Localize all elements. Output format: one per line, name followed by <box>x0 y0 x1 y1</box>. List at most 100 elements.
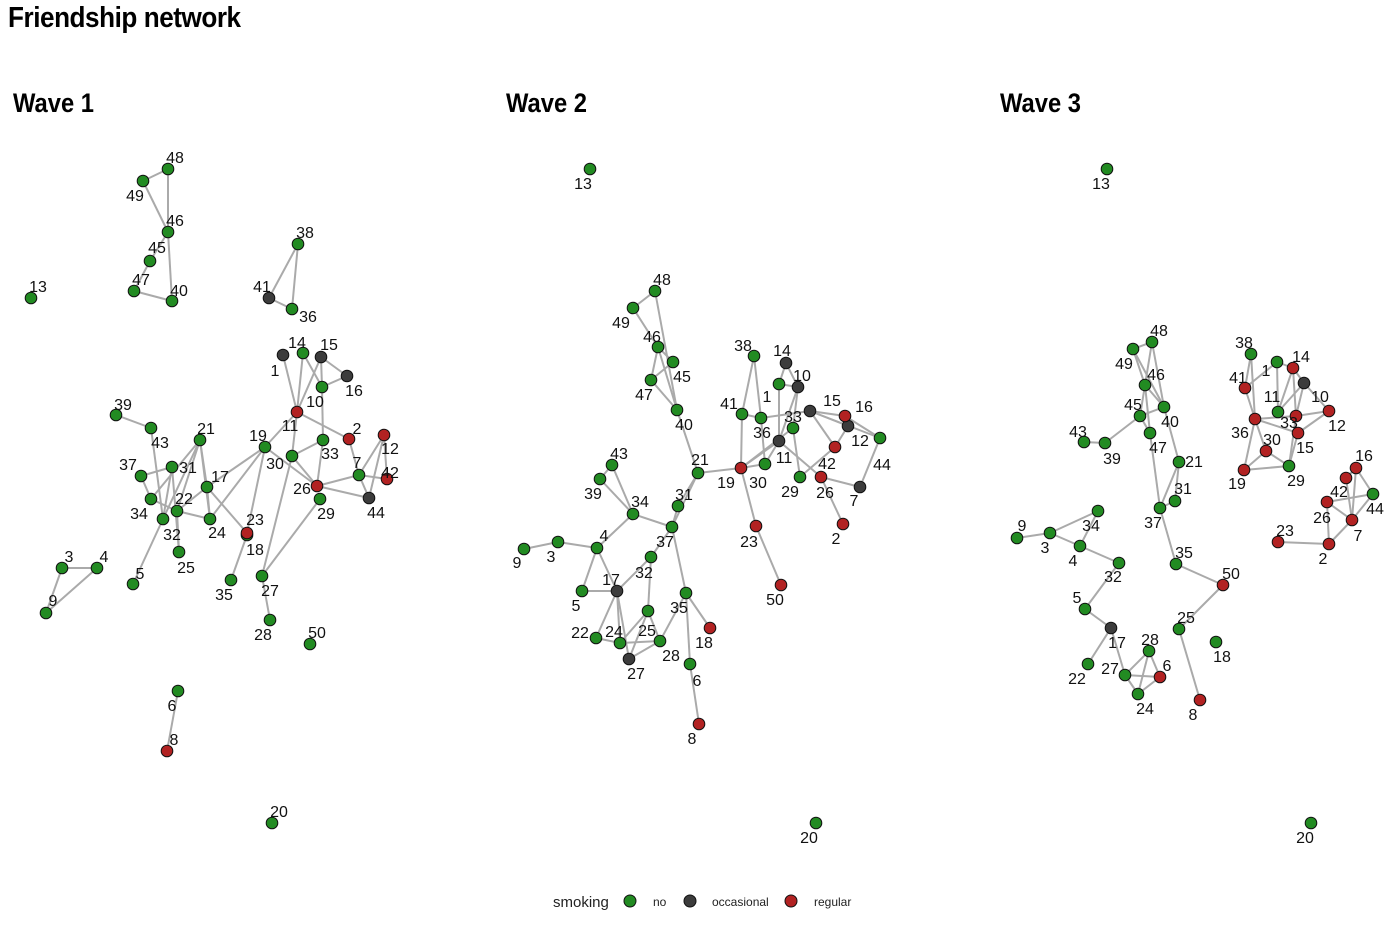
node-label-25: 25 <box>1177 610 1195 627</box>
edge-4-5 <box>581 547 598 592</box>
edge-1-11 <box>1276 361 1279 413</box>
edge-4-32 <box>1079 545 1120 564</box>
edge-35-50 <box>1175 563 1224 586</box>
edge-21-37 <box>1159 461 1180 509</box>
node-36 <box>285 302 299 316</box>
node-label-1: 1 <box>1262 363 1271 380</box>
edge-17-22 <box>1087 627 1112 665</box>
edge-38-41 <box>741 355 755 415</box>
node-label-20: 20 <box>1296 830 1314 847</box>
node-41 <box>735 407 749 421</box>
node-28 <box>653 634 667 648</box>
edge-42-29 <box>799 446 836 478</box>
node-label-40: 40 <box>1161 414 1179 431</box>
edge-27-28 <box>261 575 271 621</box>
node-label-22: 22 <box>1068 671 1086 688</box>
node-39 <box>593 472 607 486</box>
node-7 <box>1345 513 1359 527</box>
node-9 <box>39 606 53 620</box>
edge-32-25 <box>647 556 652 612</box>
edge-4-34 <box>596 513 634 549</box>
node-10 <box>1297 376 1311 390</box>
node-46 <box>651 340 665 354</box>
node-label-31: 31 <box>675 487 693 504</box>
edge-33-29 <box>1288 415 1297 467</box>
node-2 <box>836 517 850 531</box>
node-label-7: 7 <box>850 493 859 510</box>
edge-15-42 <box>809 410 836 448</box>
node-13 <box>583 162 597 176</box>
node-label-24: 24 <box>208 525 226 542</box>
node-label-29: 29 <box>317 506 335 523</box>
node-label-17: 17 <box>602 572 620 589</box>
node-label-44: 44 <box>1366 501 1384 518</box>
node-11 <box>290 405 304 419</box>
node-label-48: 48 <box>1150 323 1168 340</box>
edge-26-2 <box>1326 501 1330 545</box>
node-24 <box>1131 687 1145 701</box>
node-38 <box>747 349 761 363</box>
node-46 <box>161 225 175 239</box>
legend-no-label: no <box>653 895 667 909</box>
node-31 <box>1168 494 1182 508</box>
edge-38-36 <box>291 243 299 310</box>
node-29 <box>1282 459 1296 473</box>
node-19 <box>258 440 272 454</box>
node-label-1: 1 <box>763 389 772 406</box>
node-23 <box>240 526 254 540</box>
node-label-42: 42 <box>1330 484 1348 501</box>
node-label-20: 20 <box>800 830 818 847</box>
node-label-7: 7 <box>353 455 362 472</box>
node-45 <box>143 254 157 268</box>
edge-19-24 <box>209 446 266 520</box>
node-5 <box>575 584 589 598</box>
edge-21-19 <box>697 467 742 474</box>
node-27 <box>622 652 636 666</box>
node-8 <box>1193 693 1207 707</box>
node-label-12: 12 <box>851 433 869 450</box>
edge-38-36 <box>1250 353 1256 420</box>
node-19 <box>734 461 748 475</box>
node-label-23: 23 <box>740 534 758 551</box>
node-label-22: 22 <box>175 491 193 508</box>
node-6 <box>1153 670 1167 684</box>
node-label-48: 48 <box>166 150 184 167</box>
node-label-24: 24 <box>1136 701 1154 718</box>
node-label-16: 16 <box>855 399 873 416</box>
edge-49-46 <box>632 307 659 348</box>
legend-regular-label: regular <box>814 895 851 909</box>
node-label-48: 48 <box>653 272 671 289</box>
node-label-10: 10 <box>306 394 324 411</box>
node-37 <box>665 520 679 534</box>
node-label-31: 31 <box>1174 481 1192 498</box>
edge-21-31 <box>1174 461 1180 502</box>
node-label-12: 12 <box>1328 418 1346 435</box>
edge-40-21 <box>1163 406 1180 463</box>
node-43 <box>1077 435 1091 449</box>
node-44 <box>362 491 376 505</box>
node-12 <box>1322 404 1336 418</box>
edge-17-24 <box>616 590 621 644</box>
node-label-34: 34 <box>130 506 148 523</box>
node-49 <box>136 174 150 188</box>
edge-11-19 <box>264 411 298 448</box>
edge-6-8 <box>166 690 179 752</box>
node-40 <box>165 294 179 308</box>
node-label-30: 30 <box>1263 432 1281 449</box>
edge-4-3 <box>557 541 598 549</box>
node-label-15: 15 <box>1296 440 1314 457</box>
node-label-11: 11 <box>1264 389 1281 406</box>
edge-21-22 <box>176 439 201 512</box>
edge-7-44 <box>859 437 881 488</box>
node-42 <box>380 472 394 486</box>
legend-title: smoking <box>553 894 609 911</box>
node-37 <box>134 469 148 483</box>
node-29 <box>313 492 327 506</box>
edge-7-12 <box>358 434 385 476</box>
node-label-33: 33 <box>321 446 339 463</box>
node-label-18: 18 <box>695 635 713 652</box>
node-label-29: 29 <box>781 484 799 501</box>
node-label-8: 8 <box>688 731 697 748</box>
edge-25-8 <box>1178 628 1201 701</box>
node-label-21: 21 <box>197 421 215 438</box>
